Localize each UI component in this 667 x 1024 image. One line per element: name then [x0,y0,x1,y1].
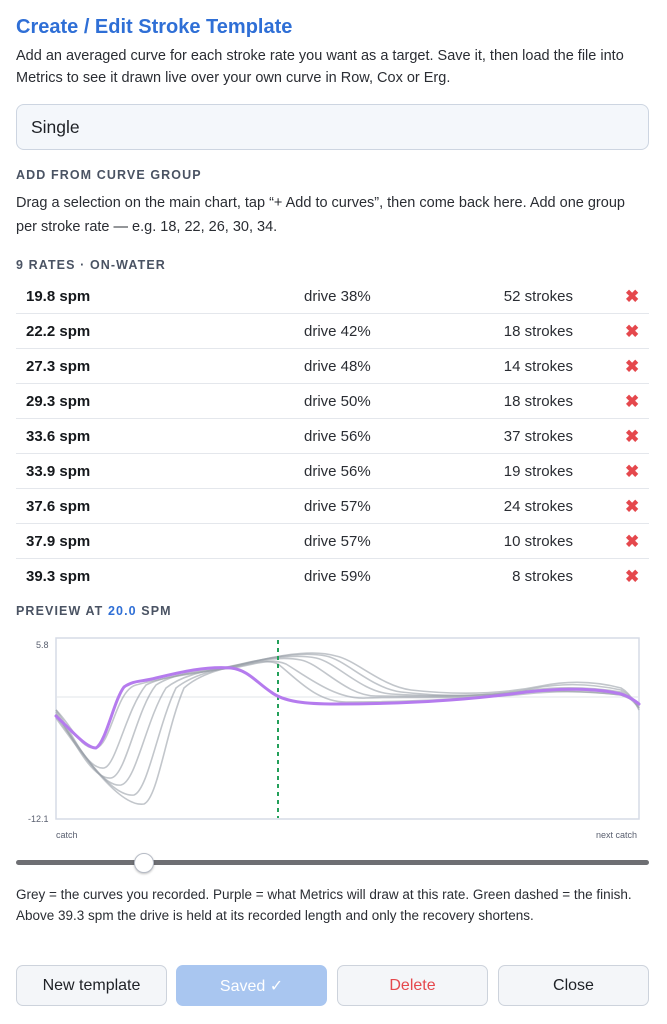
x-end-label: next catch [596,830,637,840]
rate-strokes: 24 strokes [503,498,573,515]
rate-drive: drive 57% [304,533,371,550]
rate-row: 37.9 spm drive 57% 10 strokes ✖ [16,524,649,559]
preview-rate-value: 20.0 [107,604,137,618]
stroke-preview-chart: 5.8 -12.1 catch next catch [16,630,649,842]
rate-drive: drive 56% [304,463,371,480]
rate-row: 27.3 spm drive 48% 14 strokes ✖ [16,349,649,384]
x-start-label: catch [56,830,78,840]
rate-strokes: 10 strokes [503,533,573,550]
rate-strokes: 37 strokes [503,428,573,445]
legend-explanation: Grey = the curves you recorded. Purple =… [16,887,632,923]
recorded-curve [55,653,640,796]
recorded-curve [55,652,640,805]
rate-spm: 19.8 spm [26,288,91,305]
rate-row: 29.3 spm drive 50% 18 strokes ✖ [16,384,649,419]
saved-button[interactable]: Saved ✓ [176,965,327,1006]
y-min-label: -12.1 [28,814,49,824]
rate-strokes: 19 strokes [503,463,573,480]
delete-rate-icon[interactable]: ✖ [625,392,640,411]
preview-label-suffix: SPM [141,604,172,618]
rate-spm: 29.3 spm [26,393,91,410]
rate-strokes: 52 strokes [503,288,573,305]
slider-track[interactable] [16,860,649,865]
y-max-label: 5.8 [36,640,49,650]
rate-spm: 33.6 spm [26,428,91,445]
delete-rate-icon[interactable]: ✖ [625,427,640,446]
rate-spm: 39.3 spm [26,568,91,585]
rate-spm: 37.9 spm [26,533,91,550]
delete-rate-icon[interactable]: ✖ [625,462,640,481]
slider-thumb[interactable] [133,853,154,873]
preview-rate-slider[interactable] [16,851,649,875]
rate-drive: drive 56% [304,428,371,445]
rate-spm: 22.2 spm [26,323,91,340]
delete-rate-icon[interactable]: ✖ [625,287,640,306]
target-curve [54,666,641,750]
template-name-input[interactable] [16,104,649,150]
rate-drive: drive 59% [304,568,371,585]
rate-spm: 33.9 spm [26,463,91,480]
delete-rate-icon[interactable]: ✖ [625,357,640,376]
rate-row: 19.8 spm drive 38% 52 strokes ✖ [16,279,649,314]
rate-row: 37.6 spm drive 57% 24 strokes ✖ [16,489,649,524]
rate-row: 22.2 spm drive 42% 18 strokes ✖ [16,314,649,349]
delete-rate-icon[interactable]: ✖ [625,322,640,341]
delete-rate-icon[interactable]: ✖ [625,567,640,586]
rate-spm: 27.3 spm [26,358,91,375]
curve-group-heading: ADD FROM CURVE GROUP [16,168,202,182]
new-template-button[interactable]: New template [16,965,167,1006]
rate-strokes: 8 strokes [512,568,573,585]
close-button[interactable]: Close [498,965,649,1006]
rate-drive: drive 42% [304,323,371,340]
rate-drive: drive 48% [304,358,371,375]
rate-list: 19.8 spm drive 38% 52 strokes ✖ 22.2 spm… [16,279,649,593]
rate-drive: drive 38% [304,288,371,305]
rate-row: 33.6 spm drive 56% 37 strokes ✖ [16,419,649,454]
intro-text: Add an averaged curve for each stroke ra… [16,48,624,86]
rate-row: 39.3 spm drive 59% 8 strokes ✖ [16,559,649,593]
delete-button[interactable]: Delete [337,965,488,1006]
preview-label-prefix: PREVIEW AT [16,604,104,618]
rates-heading: 9 RATES · ON-WATER [16,258,166,272]
preview-heading: PREVIEW AT 20.0 SPM [16,604,172,618]
recorded-curve [55,660,640,769]
delete-rate-icon[interactable]: ✖ [625,497,640,516]
rate-row: 33.9 spm drive 56% 19 strokes ✖ [16,454,649,489]
rate-spm: 37.6 spm [26,498,91,515]
rate-strokes: 14 strokes [503,358,573,375]
curve-group-help: Drag a selection on the main chart, tap … [16,195,625,235]
chart-plot-frame [55,637,640,820]
rate-drive: drive 50% [304,393,371,410]
rate-strokes: 18 strokes [503,323,573,340]
rate-drive: drive 57% [304,498,371,515]
recorded-curves [55,652,640,805]
delete-rate-icon[interactable]: ✖ [625,532,640,551]
page-title: Create / Edit Stroke Template [16,16,293,38]
rate-strokes: 18 strokes [503,393,573,410]
